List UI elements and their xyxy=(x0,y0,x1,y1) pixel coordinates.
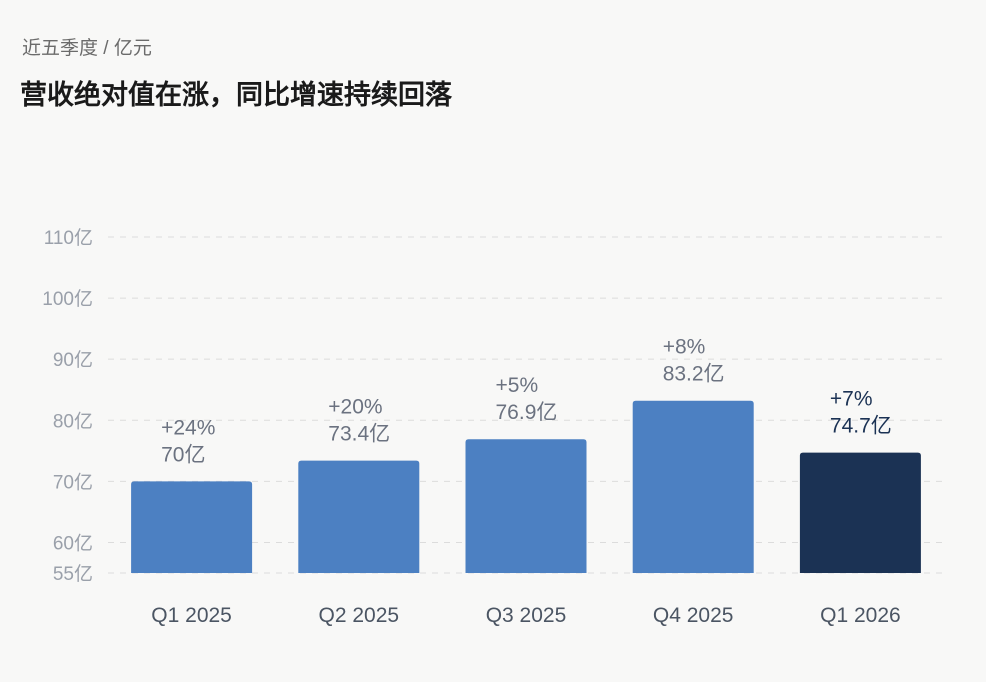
growth-label: +5% xyxy=(496,374,539,397)
x-tick-label: Q4 2025 xyxy=(653,604,734,627)
y-tick-label: 110亿 xyxy=(44,227,93,249)
value-label: 73.4亿 xyxy=(328,423,390,446)
chart-title: 营收绝对值在涨，同比增速持续回落 xyxy=(20,80,452,110)
y-tick-label: 90亿 xyxy=(53,349,93,371)
bar-q2-2025 xyxy=(298,460,420,573)
growth-label: +7% xyxy=(830,388,873,411)
value-label: 76.9亿 xyxy=(496,401,558,424)
value-label: 74.7亿 xyxy=(830,415,892,438)
y-tick-label: 60亿 xyxy=(53,532,93,554)
value-label: 83.2亿 xyxy=(663,363,725,386)
bar-q3-2025 xyxy=(465,439,587,573)
y-tick-label: 80亿 xyxy=(53,410,93,432)
x-tick-label: Q1 2026 xyxy=(820,604,901,627)
bar-q1-2026 xyxy=(799,452,921,573)
x-axis-ticks: Q1 2025 Q2 2025 Q3 2025 Q4 2025 Q1 2026 xyxy=(151,604,900,627)
y-axis-ticks: 55亿 60亿 70亿 80亿 90亿 100亿 110亿 xyxy=(42,227,93,585)
bars xyxy=(131,400,921,573)
x-tick-label: Q3 2025 xyxy=(486,604,567,627)
bar-q1-2025 xyxy=(131,481,253,573)
value-label: 70亿 xyxy=(161,443,205,466)
chart-subtitle: 近五季度 / 亿元 xyxy=(22,38,152,59)
bar-labels: +24% 70亿 +20% 73.4亿 +5% 76.9亿 +8% 83.2亿 +7% 74.7亿 xyxy=(161,336,892,467)
y-tick-label: 100亿 xyxy=(42,288,93,310)
growth-label: +20% xyxy=(328,396,382,419)
growth-label: +8% xyxy=(663,336,706,359)
x-tick-label: Q2 2025 xyxy=(319,604,400,627)
y-tick-label: 55亿 xyxy=(53,563,93,585)
bar-q4-2025 xyxy=(632,400,754,573)
growth-label: +24% xyxy=(161,416,215,439)
x-tick-label: Q1 2025 xyxy=(151,604,232,627)
y-tick-label: 70亿 xyxy=(53,471,93,493)
